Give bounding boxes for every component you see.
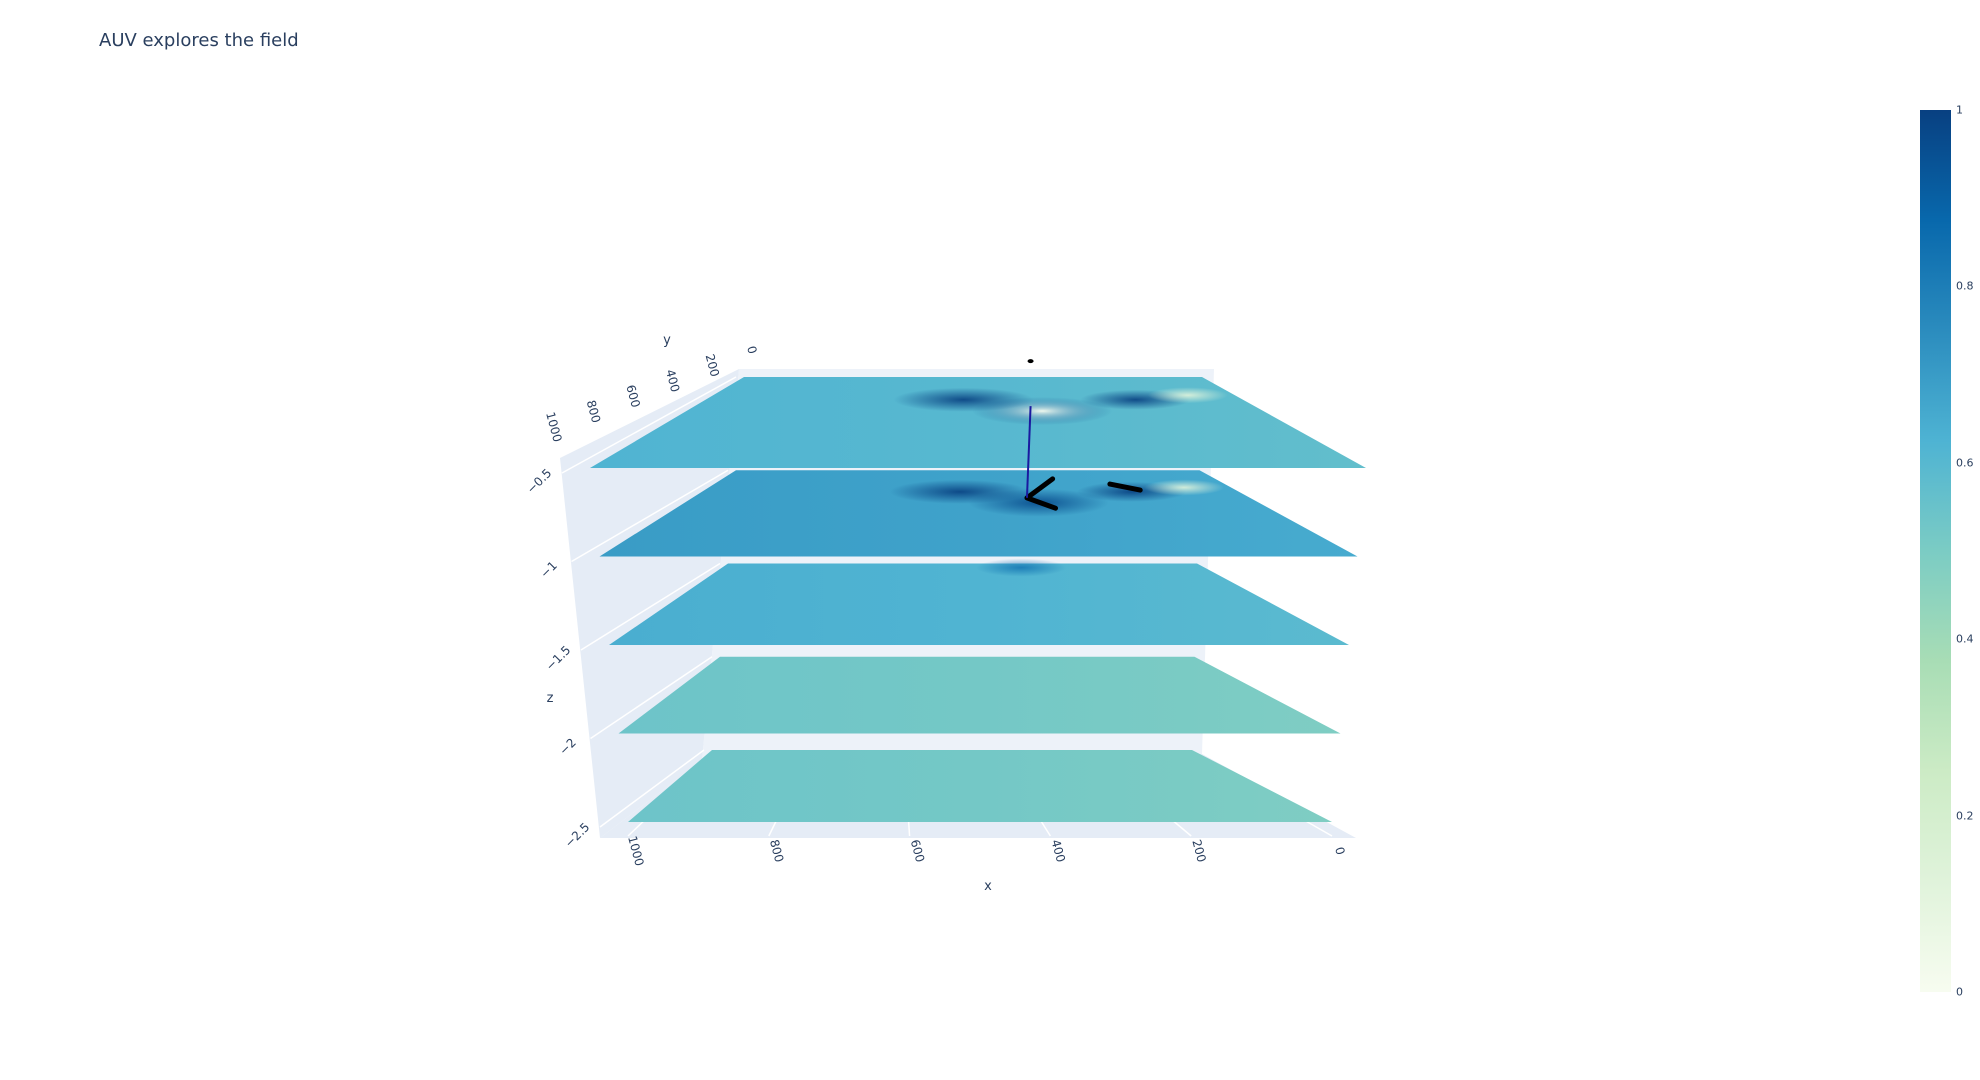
y-tick-label: 200 [703,352,722,378]
auv-marker [1027,359,1034,364]
x-tick-label: 200 [1189,838,1208,864]
y-tick-label: 800 [584,399,603,425]
grid-line-z [590,656,713,740]
z-axis-title: z [547,691,554,706]
colorbar-tick-label: 0 [1956,985,1963,999]
chart-title: AUV explores the field [99,30,299,51]
colorbar-tick-label: 0.2 [1956,809,1974,823]
y-tick-label: 400 [663,368,682,394]
y-tick-label: 600 [623,383,642,409]
x-tick-label: 0 [1332,845,1348,856]
surface-layer [609,558,1349,645]
x-axis-title: x [984,879,992,894]
z-tick-label: −2.5 [562,820,593,851]
field-high-region [1144,479,1225,496]
grid-line-z [561,376,737,474]
surface-layers [590,377,1366,822]
grid-line-z [580,562,721,651]
z-tick-label: −1.5 [543,643,574,674]
trajectory-segment [1107,481,1143,493]
z-tick-label: −0.5 [524,466,555,497]
axis-labels: x y z [547,333,993,894]
surface-plane [618,656,1341,734]
z-tick-label: −1 [537,558,559,580]
surface-plane [609,563,1349,645]
colorbar-tick-label: 1 [1956,103,1963,117]
grid-line-z [571,469,729,563]
field-low-region [889,479,1030,504]
surface-layer [618,656,1341,734]
surface-plane [628,750,1332,822]
field-low-region [976,558,1067,577]
colorbar: 0 0.2 0.4 0.6 0.8 1 [1910,104,1980,999]
auv-trajectory [1024,359,1143,511]
colorbar-tick-label: 0.8 [1956,279,1974,293]
colorbar-gradient [1920,110,1951,992]
surface-layer [590,377,1366,468]
colorbar-tick-label: 0.6 [1956,456,1974,470]
grid-line-z [599,749,705,828]
depth-link-line [1025,406,1032,498]
surface-layer [628,750,1332,822]
x-tick-label: 1000 [625,834,646,867]
surface-layer [599,470,1358,557]
x-tick-label: 600 [908,838,927,864]
field-high-region [1147,387,1228,404]
y-axis-title: y [663,333,671,348]
field-low-region [893,387,1034,412]
x-tick-label: 400 [1049,838,1068,864]
z-tick-label: −2 [556,735,578,757]
x-tick-label: 800 [767,838,786,864]
y-tick-label: 0 [744,344,760,355]
y-tick-label: 1000 [543,410,564,443]
colorbar-tick-label: 0.4 [1956,632,1974,646]
